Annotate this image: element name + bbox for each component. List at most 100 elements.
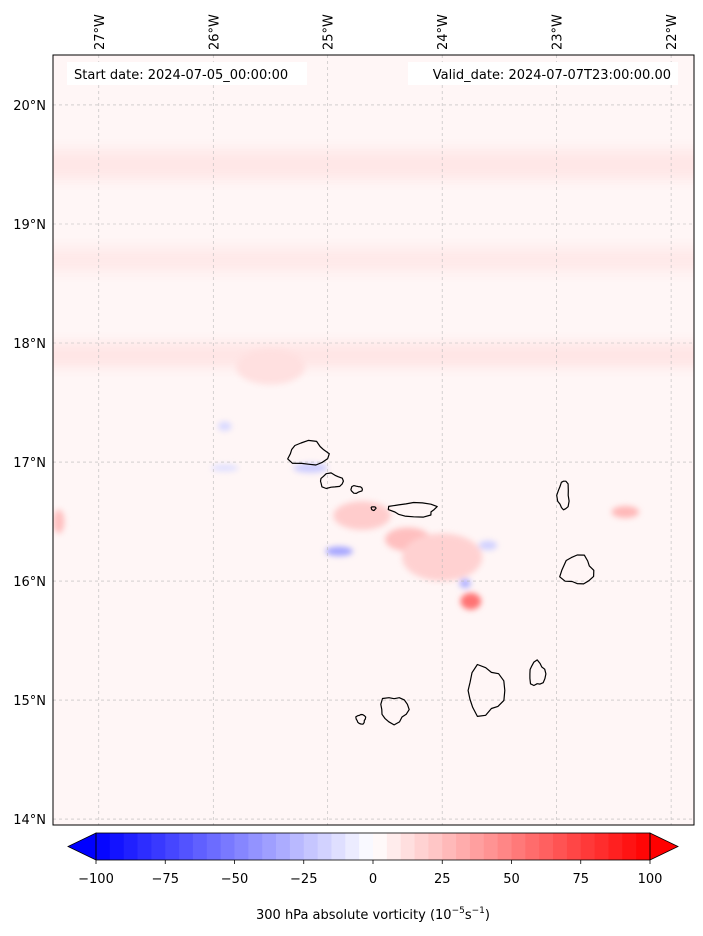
colorbar-segment — [179, 833, 194, 860]
date-header: Start date: 2024-07-05_00:00:00 Valid_da… — [67, 62, 678, 85]
latitude-tick-label: 17°N — [13, 456, 46, 471]
colorbar-segment — [622, 833, 637, 860]
positive-vorticity-patch — [460, 592, 482, 610]
vorticity-band — [53, 343, 694, 367]
valid-date-label: Valid_date: 2024-07-07T23:00:00.00 — [433, 68, 671, 83]
positive-vorticity-patch — [611, 506, 640, 518]
colorbar-segment — [96, 833, 111, 860]
colorbar-segment — [331, 833, 346, 860]
island-coastline — [380, 697, 410, 726]
island-coastline — [355, 713, 367, 725]
colorbar-segment — [220, 833, 235, 860]
coastlines — [287, 439, 595, 726]
colorbar-tick-label: 0 — [369, 872, 377, 887]
vorticity-band — [53, 247, 694, 272]
latitude-tick-label: 16°N — [13, 575, 46, 590]
island-coastline — [370, 506, 377, 512]
latitude-tick-label: 18°N — [13, 337, 46, 352]
negative-vorticity-patch — [293, 463, 328, 473]
colorbar-segment — [428, 833, 443, 860]
colorbar-segment — [373, 833, 388, 860]
colorbar-segment — [636, 833, 651, 860]
colorbar-segment — [262, 833, 277, 860]
island-coastline — [559, 554, 595, 585]
map-background — [53, 55, 694, 825]
colorbar-segment — [123, 833, 139, 860]
colorbar-segment — [137, 833, 152, 860]
island-coastline — [319, 472, 344, 490]
vorticity-band — [53, 149, 694, 180]
positive-vorticity-patch — [333, 501, 391, 530]
positive-vorticity-patch — [402, 533, 483, 582]
colorbar-segment — [276, 833, 291, 860]
colorbar-segment — [317, 833, 332, 860]
colorbar-segment — [594, 833, 609, 860]
longitude-tick-label: 26°W — [207, 14, 222, 50]
colorbar-tick-label: −50 — [221, 872, 248, 887]
positive-vorticity-patch — [236, 348, 305, 385]
island-coastline — [287, 439, 330, 466]
island-coastline — [387, 501, 438, 518]
colorbar-tick-label: 75 — [572, 872, 589, 887]
latitude-tick-label: 15°N — [13, 694, 46, 709]
colorbar-segment — [456, 833, 471, 860]
colorbar-segment — [345, 833, 360, 860]
colorbar-segment — [539, 833, 554, 860]
colorbar-segment — [497, 833, 512, 860]
island-coastline — [556, 480, 570, 511]
colorbar-ticks: −100 −75 −50 −25 0 25 50 75 100 — [78, 860, 662, 887]
positive-vorticity-patch — [53, 509, 65, 534]
colorbar-segment — [303, 833, 319, 860]
colorbar-segment — [511, 833, 526, 860]
negative-vorticity-patch — [459, 578, 471, 589]
negative-vorticity-patch — [478, 540, 498, 551]
latitude-labels: 20°N 19°N 18°N 17°N 16°N 15°N 14°N — [13, 99, 46, 828]
longitude-tick-label: 25°W — [322, 14, 337, 50]
island-coastline — [467, 663, 506, 717]
gridlines — [53, 55, 694, 825]
colorbar-segment — [566, 833, 582, 860]
colorbar-min-extension — [67, 832, 97, 861]
colorbar-segment — [234, 833, 249, 860]
colorbar-tick-label: 25 — [434, 872, 451, 887]
map-frame — [52, 54, 695, 826]
colorbar-segment — [400, 833, 416, 860]
colorbar-max-extension — [649, 832, 679, 861]
longitude-labels: 27°W 26°W 25°W 24°W 23°W 22°W — [93, 14, 680, 50]
colorbar-tick-label: −75 — [152, 872, 179, 887]
colorbar-segment — [165, 833, 180, 860]
colorbar-segment — [483, 833, 499, 860]
colorbar-segment — [469, 833, 485, 860]
colorbar-segments — [96, 833, 651, 860]
colorbar-segment — [289, 833, 305, 860]
negative-vorticity-patch — [210, 464, 239, 472]
longitude-tick-label: 23°W — [551, 14, 566, 50]
colorbar-tick-label: −25 — [290, 872, 317, 887]
colorbar-segment — [414, 833, 429, 860]
colorbar-segment — [109, 833, 125, 860]
colorbar-segment — [248, 833, 263, 860]
colorbar-segment — [553, 833, 568, 860]
start-date-box — [67, 62, 307, 85]
colorbar-segment — [442, 833, 457, 860]
colorbar-segment — [580, 833, 596, 860]
longitude-tick-label: 22°W — [665, 14, 680, 50]
colorbar-segment — [525, 833, 540, 860]
colorbar-segment — [192, 833, 208, 860]
start-date-label: Start date: 2024-07-05_00:00:00 — [74, 68, 288, 83]
colorbar: −100 −75 −50 −25 0 25 50 75 100 300 hPa absolute… — [67, 832, 679, 923]
latitude-tick-label: 14°N — [13, 813, 46, 828]
longitude-tick-label: 24°W — [436, 14, 451, 50]
negative-vorticity-patch — [325, 546, 353, 557]
colorbar-segment — [608, 833, 623, 860]
colorbar-tick-label: 50 — [503, 872, 520, 887]
colorbar-segment — [206, 833, 222, 860]
negative-vorticity-patch — [217, 421, 232, 432]
colorbar-label: 300 hPa absolute vorticity (10−5s−1) — [256, 906, 490, 923]
colorbar-tick-label: −100 — [78, 872, 114, 887]
colorbar-tick-label: 100 — [638, 872, 663, 887]
valid-date-box — [408, 62, 678, 85]
latitude-tick-label: 20°N — [13, 99, 46, 114]
longitude-tick-label: 27°W — [93, 14, 108, 50]
